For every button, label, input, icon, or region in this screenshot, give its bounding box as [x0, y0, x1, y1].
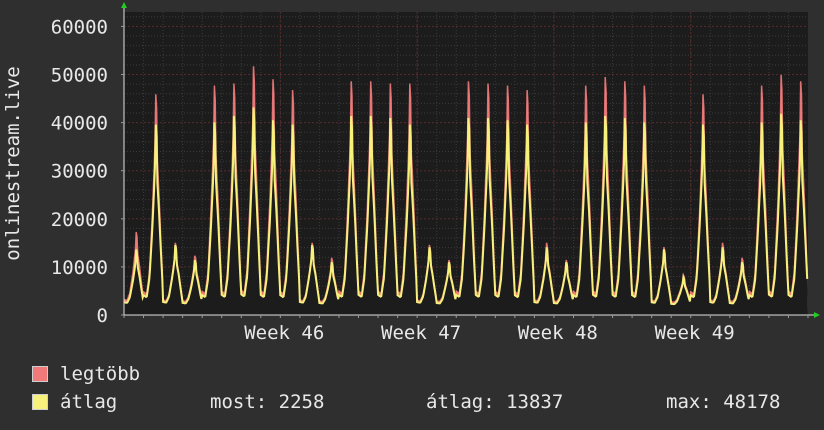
x-tick-label: Week 47 [381, 322, 461, 344]
x-tick-label: Week 49 [655, 322, 735, 344]
tick-labels: 0 10000 20000 30000 40000 50000 60000 Week 46 We… [51, 16, 735, 344]
x-tick-label: Week 48 [518, 322, 598, 344]
axes [121, 2, 820, 318]
chart: 0 10000 20000 30000 40000 50000 60000 Week 46 We… [2, 2, 820, 344]
legend: legtöbb átlag most: 2258 átlag: 13837 ma… [32, 360, 812, 416]
y-tick-label: 40000 [51, 113, 108, 135]
x-axis-arrow [814, 312, 820, 318]
legend-label-avg: átlag [60, 391, 118, 413]
stat-max: max: 48178 [666, 391, 781, 413]
legend-label-max: legtöbb [60, 363, 141, 385]
y-tick-label: 20000 [51, 209, 108, 231]
y-tick-label: 60000 [51, 16, 108, 38]
stat-average: átlag: 13837 [426, 391, 564, 413]
y-tick-label: 0 [97, 305, 108, 327]
legend-row-avg: átlag most: 2258 átlag: 13837 max: 48178 [32, 388, 812, 416]
x-tick-label: Week 46 [244, 322, 324, 344]
legend-swatch-max [32, 366, 48, 382]
legend-swatch-avg [32, 394, 48, 410]
y-tick-label: 50000 [51, 65, 108, 87]
y-axis-title: onlinestream.live [2, 66, 24, 260]
series-line-average [123, 107, 809, 306]
legend-row-max: legtöbb [32, 360, 812, 388]
series-layer [123, 66, 809, 316]
y-axis-arrow [121, 2, 127, 8]
stat-now: most: 2258 [210, 391, 325, 413]
y-tick-label: 30000 [51, 161, 108, 183]
y-tick-label: 10000 [51, 257, 108, 279]
